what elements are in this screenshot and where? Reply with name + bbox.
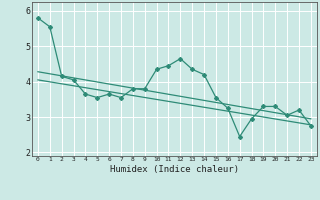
X-axis label: Humidex (Indice chaleur): Humidex (Indice chaleur) <box>110 165 239 174</box>
